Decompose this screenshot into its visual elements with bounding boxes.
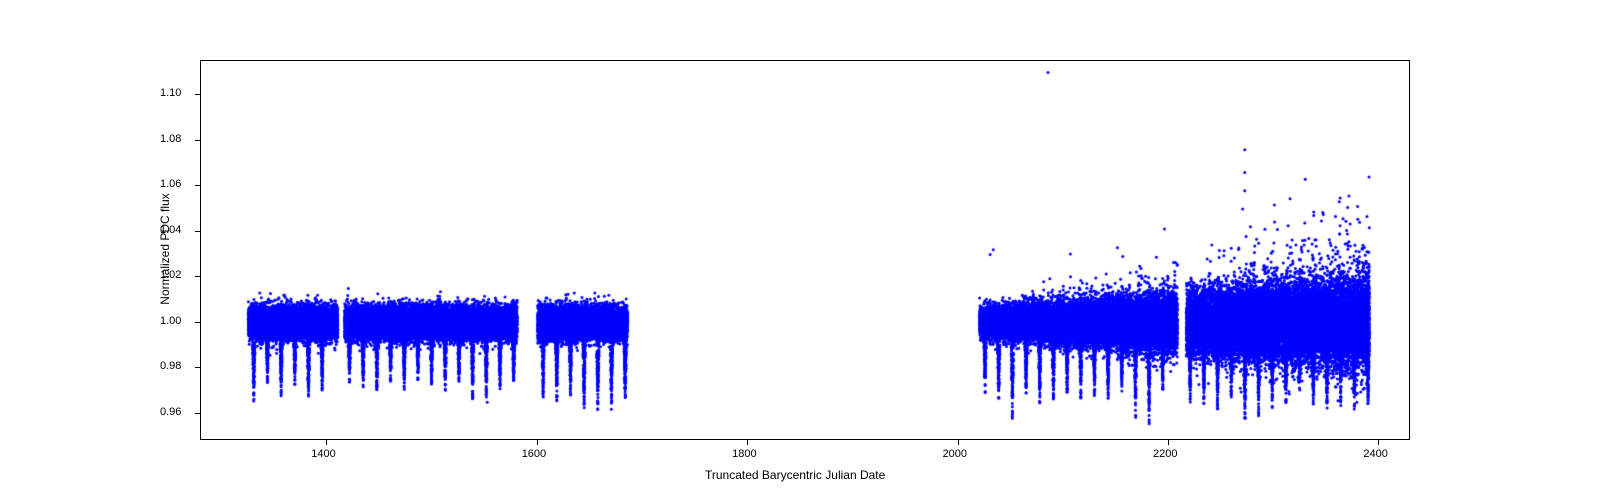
ytick-label: 0.96 [160,406,190,418]
xtick-label: 2200 [1153,448,1177,460]
xtick-label: 1600 [522,448,546,460]
x-axis-label: Truncated Barycentric Julian Date [705,468,885,482]
xtick-label: 2400 [1363,448,1387,460]
y-axis-label: Normalized PDC flux [158,174,172,324]
scatter-canvas [201,61,1411,441]
ytick-label: 0.98 [160,360,190,372]
xtick-label: 1800 [732,448,756,460]
ytick-label: 1.08 [160,133,190,145]
plot-area [200,60,1410,440]
ytick-label: 1.10 [160,87,190,99]
xtick-label: 2000 [943,448,967,460]
lightcurve-chart: 140016001800200022002400 0.960.981.001.0… [0,0,1600,500]
xtick-label: 1400 [311,448,335,460]
